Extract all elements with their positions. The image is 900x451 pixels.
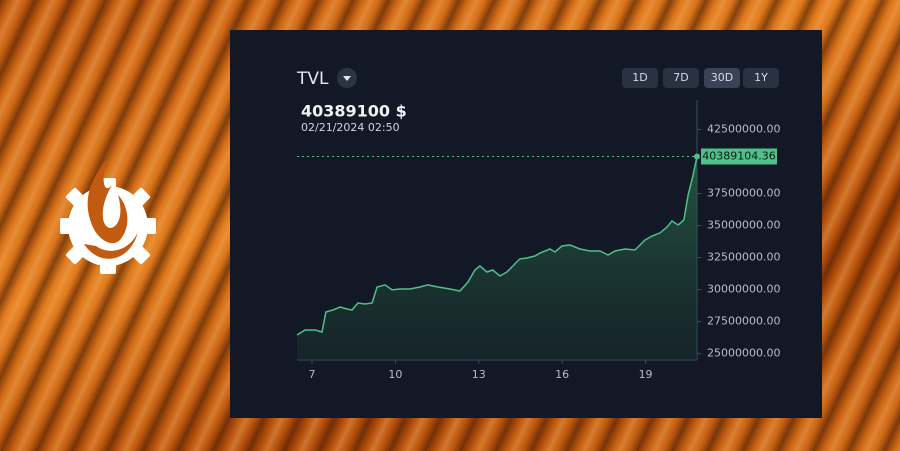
- button-bg[interactable]: [663, 68, 699, 88]
- y-tick-label: 30000000.00: [707, 283, 780, 296]
- title: TVL: [296, 69, 329, 89]
- range-button[interactable]: 30D: [704, 68, 740, 88]
- y-tick-label: 35000000.00: [707, 219, 780, 232]
- y-tick-label: 27500000.00: [707, 315, 780, 328]
- button-bg[interactable]: [622, 68, 658, 88]
- range-button[interactable]: 1Y: [743, 68, 779, 88]
- last-value-badge: [701, 148, 777, 165]
- last-value-label: 40389104.36: [702, 149, 775, 162]
- logo: [60, 158, 156, 274]
- x-tick-label: 16: [555, 368, 569, 381]
- button-label[interactable]: 30D: [711, 71, 733, 84]
- x-tick-label: 10: [388, 368, 402, 381]
- header-value: 40389100 $: [301, 102, 407, 121]
- button-label[interactable]: 1Y: [754, 71, 768, 84]
- button-label[interactable]: 1D: [632, 71, 647, 84]
- y-tick-label: 25000000.00: [707, 347, 780, 360]
- x-tick-label: 7: [309, 368, 316, 381]
- x-tick-label: 13: [472, 368, 486, 381]
- header-time: 02/21/2024 02:50: [301, 121, 400, 134]
- range-button[interactable]: 1D: [622, 68, 658, 88]
- y-tick-label: 32500000.00: [707, 251, 780, 264]
- dropdown[interactable]: [337, 68, 357, 88]
- line: [296, 156, 698, 336]
- area: [297, 156, 697, 360]
- button-bg[interactable]: [704, 68, 740, 88]
- y-tick-label: 37500000.00: [707, 186, 780, 199]
- button-bg[interactable]: [743, 68, 779, 88]
- y-tick-label: 42500000.00: [707, 122, 780, 135]
- last-point: [694, 153, 700, 160]
- x-tick-label: 19: [639, 368, 653, 381]
- range-button[interactable]: 7D: [663, 68, 699, 88]
- button-label[interactable]: 7D: [673, 71, 688, 84]
